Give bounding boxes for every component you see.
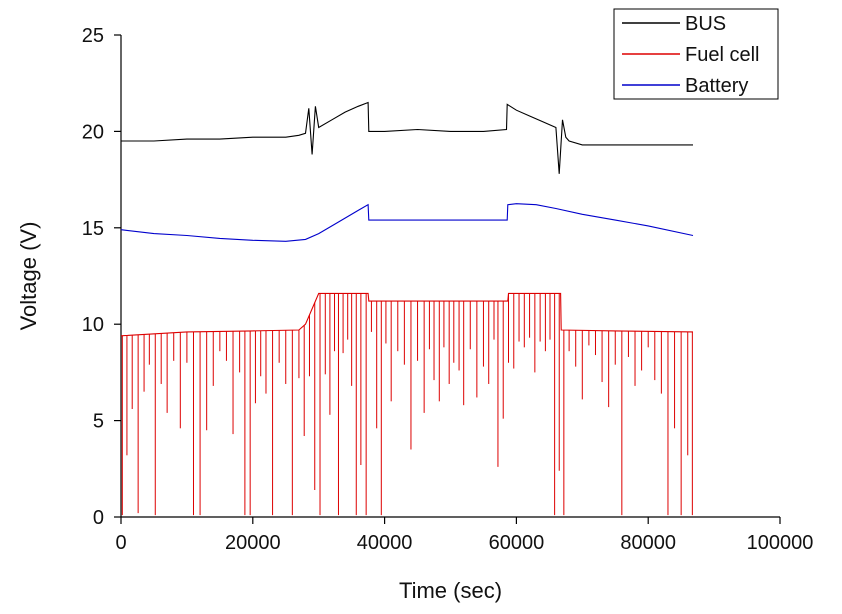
series-line-battery (120, 203, 694, 242)
legend-label-bus: BUS (685, 13, 726, 35)
y-tick-label: 25 (82, 25, 104, 47)
y-tick-label: 15 (82, 218, 104, 240)
x-tick-label: 80000 (620, 532, 676, 554)
x-tick-label: 0 (115, 532, 126, 554)
legend: BUS Fuel cell Battery (613, 8, 779, 100)
x-axis-title: Time (sec) (399, 578, 502, 603)
legend-label-fuel-cell: Fuel cell (685, 44, 759, 66)
x-tick-label: 40000 (357, 532, 413, 554)
legend-label-battery: Battery (685, 75, 748, 97)
x-tick-label: 20000 (225, 532, 281, 554)
series-line-bus (121, 101, 693, 174)
series-line-fuel-cell (120, 292, 694, 337)
x-tick-label: 60000 (489, 532, 545, 554)
y-axis-ticks: 0 5 10 15 20 25 (82, 25, 121, 529)
y-tick-label: 20 (82, 121, 104, 143)
x-axis-ticks: 0 20000 40000 60000 80000 100000 (115, 517, 813, 554)
x-tick-label: 100000 (747, 532, 814, 554)
y-tick-label: 0 (93, 507, 104, 529)
y-tick-label: 10 (82, 314, 104, 336)
y-tick-label: 5 (93, 411, 104, 433)
y-axis-title: Voltage (V) (16, 222, 41, 331)
series-layer (120, 101, 694, 516)
